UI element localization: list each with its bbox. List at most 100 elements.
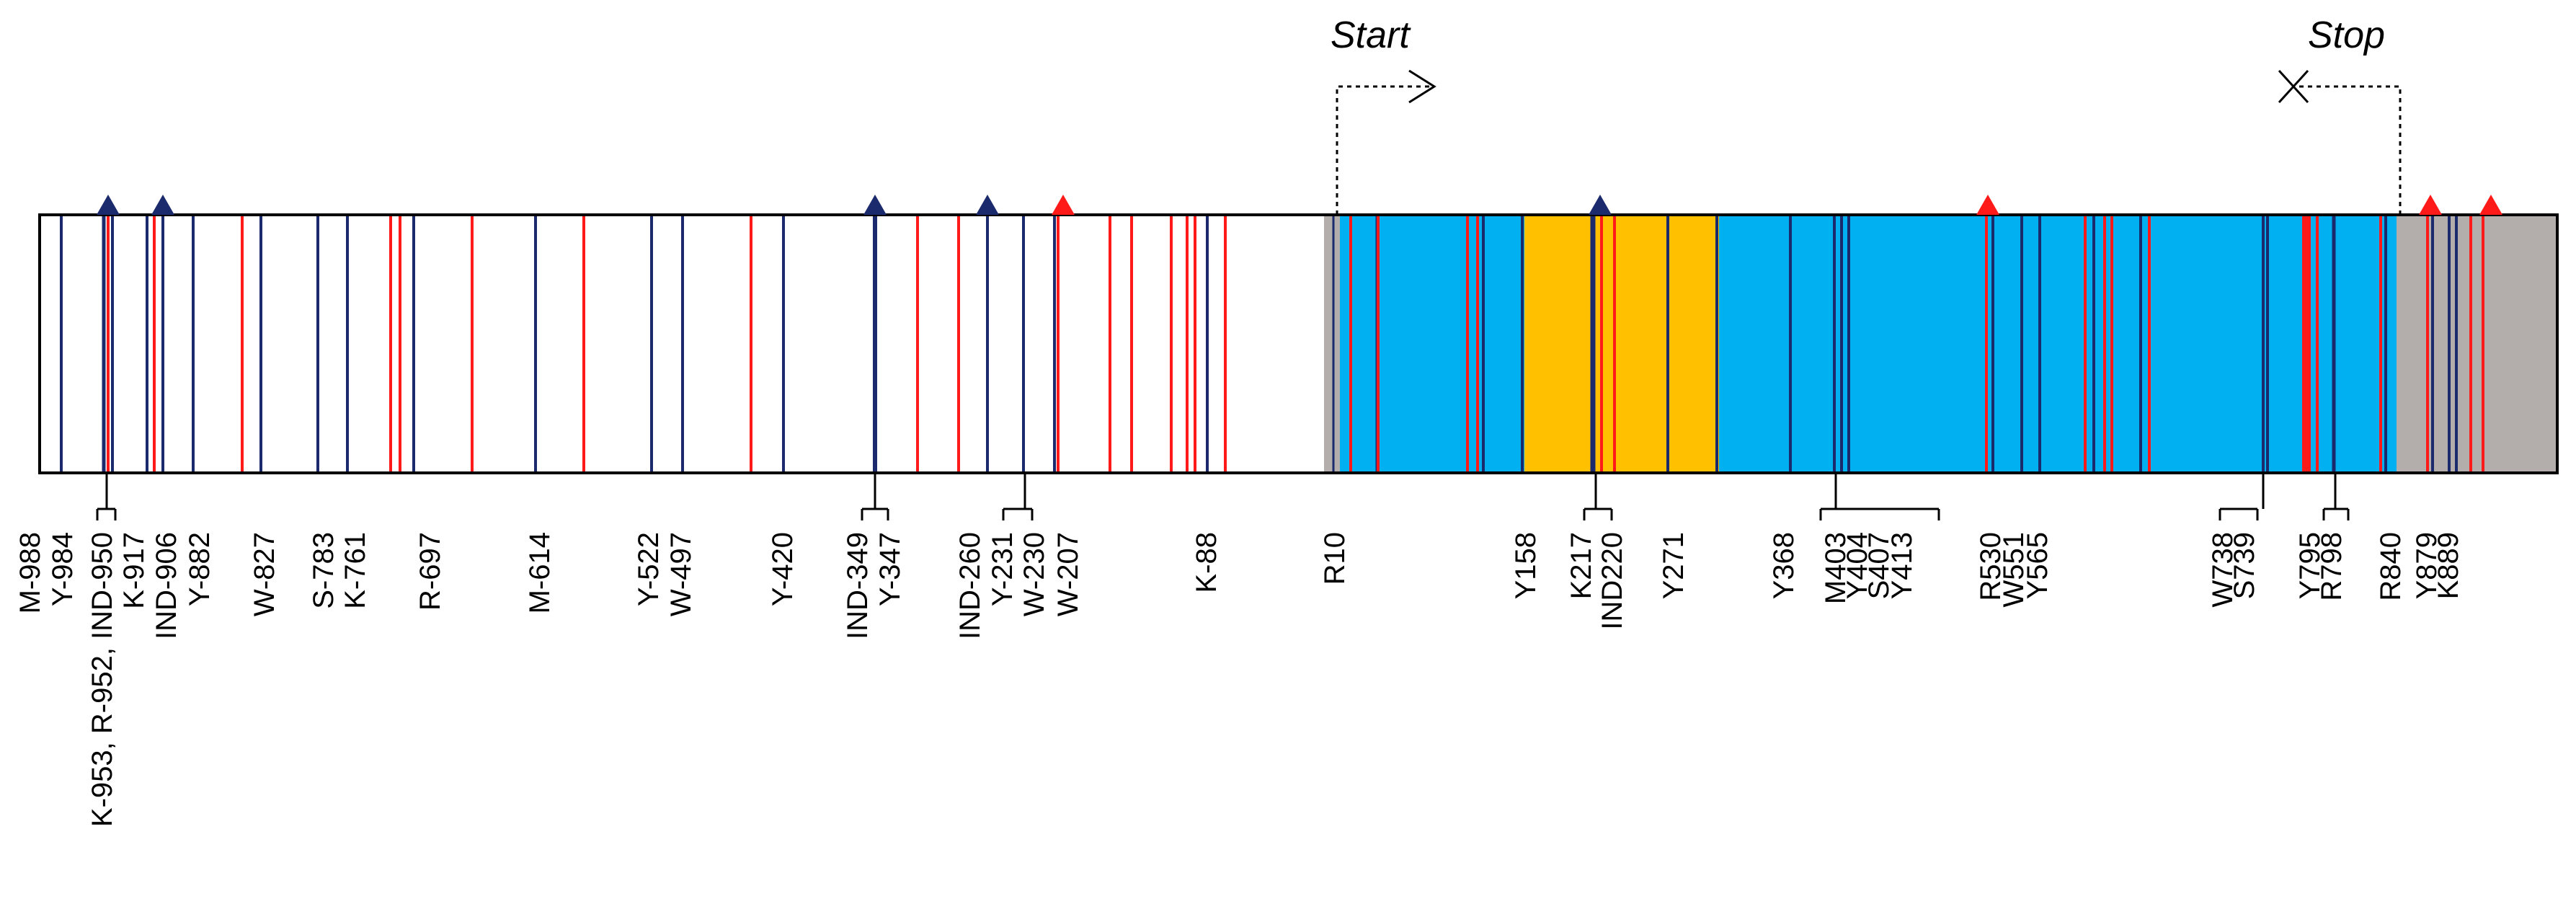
label-coding: Y368 <box>1768 532 1800 599</box>
red-mutation-line <box>2084 215 2087 473</box>
red-mutation-line <box>153 215 156 473</box>
red-mutation-line <box>2482 215 2484 473</box>
blue-mutation-line <box>2266 215 2269 473</box>
blue-mutation-line <box>986 215 989 473</box>
blue-mutation-line <box>1590 215 1596 473</box>
label-upstream: IND-906 <box>151 532 182 639</box>
red-mutation-line <box>2110 215 2113 473</box>
red-mutation-line <box>471 215 474 473</box>
label-coding: W551 <box>1998 532 2030 608</box>
blue-mutation-line <box>1332 215 1335 473</box>
stop-marker: Stop <box>2278 14 2402 215</box>
label-coding: R10 <box>1319 532 1351 585</box>
label-upstream: S-783 <box>308 532 339 609</box>
blue-triangle-marker <box>1589 195 1612 215</box>
red-mutation-line <box>957 215 960 473</box>
blue-mutation-line <box>2262 215 2265 473</box>
coding-labels: R10 Y158 K217 IND220 Y271 Y368 M403 Y404… <box>1319 532 2464 630</box>
label-upstream: K-953, R-952, IND-950 <box>86 532 118 827</box>
label-upstream: Y-347 <box>874 532 906 606</box>
label-upstream: M-988 <box>14 532 46 613</box>
blue-mutation-line <box>2448 215 2451 473</box>
blue-triangle-marker <box>863 195 887 215</box>
red-mutation-line <box>1186 215 1189 473</box>
blue-mutation-line <box>873 215 877 473</box>
label-coding: K889 <box>2433 532 2464 599</box>
red-mutation-line <box>1194 215 1196 473</box>
blue-mutation-line <box>650 215 653 473</box>
red-mutation-line <box>916 215 919 473</box>
utr3-region <box>2397 215 2557 473</box>
label-upstream: W-827 <box>249 532 280 616</box>
label-upstream: W-230 <box>1018 532 1050 616</box>
red-mutation-line <box>1466 215 1469 473</box>
label-upstream: Y-882 <box>184 532 216 606</box>
start-marker: Start <box>1331 14 1436 215</box>
blue-mutation-line <box>146 215 148 473</box>
utr5-region <box>1324 215 1340 473</box>
triangle-markers <box>97 195 2502 215</box>
red-mutation-line <box>1476 215 1479 473</box>
gene-bar-outline <box>38 213 2559 474</box>
label-coding: IND220 <box>1596 532 1628 630</box>
blue-mutation-line <box>2384 215 2387 473</box>
highlight-region <box>1524 215 1719 473</box>
blue-mutation-line <box>2139 215 2142 473</box>
label-upstream: M-614 <box>524 532 556 613</box>
blue-mutation-line <box>1789 215 1792 473</box>
red-mutation-line <box>1613 215 1616 473</box>
blue-mutation-line <box>346 215 349 473</box>
coding-region <box>1340 215 2397 473</box>
label-upstream: Y-231 <box>987 532 1018 606</box>
blue-triangle-marker <box>976 195 999 215</box>
red-mutation-line <box>2148 215 2151 473</box>
label-upstream: K-88 <box>1191 532 1222 593</box>
red-mutation-line <box>750 215 752 473</box>
stop-label: Stop <box>2308 14 2385 56</box>
upstream-labels: M-988 Y-984 K-953, R-952, IND-950 K-917 … <box>14 532 1222 827</box>
blue-mutation-line <box>2020 215 2023 473</box>
label-coding: S407 <box>1863 532 1895 599</box>
red-mutation-line <box>2316 215 2319 473</box>
label-coding: K217 <box>1565 532 1597 599</box>
red-mutation-line <box>1985 215 1988 473</box>
red-mutation-line <box>1109 215 1111 473</box>
red-mutation-line <box>2379 215 2382 473</box>
label-upstream: IND-260 <box>954 532 986 639</box>
blue-mutation-line <box>1482 215 1485 473</box>
red-mutation-line <box>389 215 392 473</box>
red-mutation-line <box>1057 215 1060 473</box>
red-mutation-line <box>582 215 585 473</box>
red-mutation-line <box>1170 215 1173 473</box>
label-upstream: W-207 <box>1052 532 1084 616</box>
blue-mutation-line <box>1206 215 1209 473</box>
label-upstream: W-497 <box>665 532 697 616</box>
label-upstream: Y-420 <box>767 532 799 606</box>
label-coding: S739 <box>2229 532 2260 599</box>
red-mutation-line <box>1377 215 1380 473</box>
label-coding: Y271 <box>1658 532 1689 599</box>
label-coding: R530 <box>1975 532 2007 601</box>
blue-mutation-line <box>1847 215 1850 473</box>
red-mutation-line <box>1349 215 1352 473</box>
label-upstream: R-697 <box>414 532 446 611</box>
blue-mutation-line <box>2332 215 2336 473</box>
stop-x-icon <box>2278 69 2309 104</box>
blue-mutation-line <box>111 215 114 473</box>
label-coding: Y795 <box>2294 532 2326 599</box>
blue-mutation-line <box>1715 215 1718 473</box>
red-triangle-marker <box>1976 195 1999 215</box>
blue-mutation-line <box>681 215 684 473</box>
label-coding: Y413 <box>1886 532 1918 599</box>
blue-mutation-line <box>102 215 106 473</box>
blue-mutation-line <box>192 215 195 473</box>
blue-mutation-line <box>412 215 415 473</box>
blue-mutation-line <box>1521 215 1524 473</box>
red-mutation-line <box>1224 215 1227 473</box>
blue-triangle-marker <box>97 195 120 215</box>
label-coding: R798 <box>2316 532 2348 601</box>
label-coding: W738 <box>2207 532 2239 608</box>
red-triangle-marker <box>1052 195 1075 215</box>
label-coding: M403 <box>1820 532 1852 604</box>
